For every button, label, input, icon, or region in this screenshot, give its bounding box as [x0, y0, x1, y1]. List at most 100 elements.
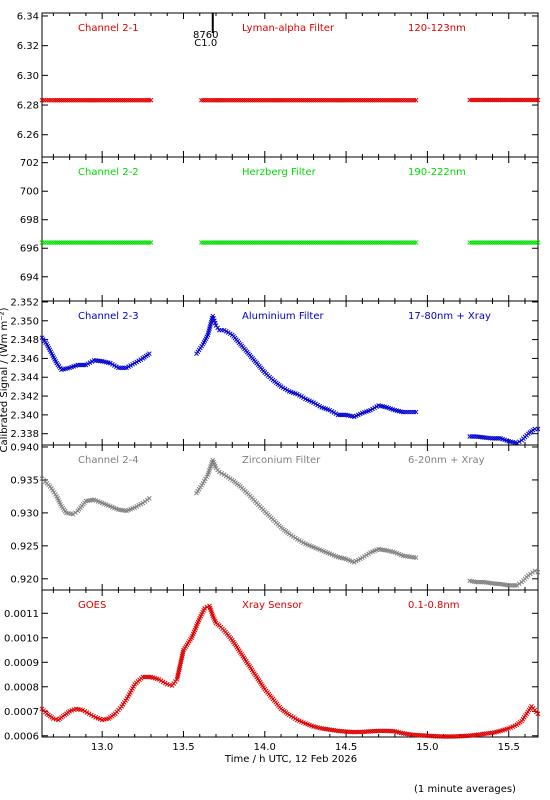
series-1: [39, 603, 541, 739]
band-label: 6-20nm + Xray: [408, 455, 485, 466]
channel-label: Channel 2-3: [78, 311, 139, 322]
data-point: [215, 325, 220, 331]
data-point: [202, 606, 207, 611]
data-point: [413, 555, 419, 561]
data-point: [535, 569, 541, 575]
y-tick-label: 0.940: [10, 442, 39, 453]
data-point: [80, 707, 86, 713]
series-3: [467, 426, 541, 446]
chart-panels: 6.26 6.28 6.30 6.32 6.34 Channel 2-1 Lyman-alp…: [4, 11, 541, 742]
y-tick-label: 2.340: [10, 410, 39, 421]
y-tick-label: 2.352: [10, 297, 39, 308]
panel-3: 2.338 2.340 2.342 2.344 2.346 2.348 2.350 2.352…: [10, 297, 541, 446]
y-tick-label: 0.0007: [4, 707, 39, 718]
series-2: [194, 457, 419, 565]
band-label: 120-123nm: [408, 23, 466, 34]
y-tick-label: 6.32: [17, 41, 39, 52]
panel-frame: [41, 300, 539, 446]
y-tick-label: 2.348: [10, 335, 39, 346]
data-point: [148, 97, 154, 103]
panel-2: 694 696 698 700 702 Channel 2-2 Herzberg Filte…: [20, 156, 541, 302]
x-tick-label: 15.0: [416, 742, 438, 753]
y-tick-label: 6.26: [17, 130, 39, 141]
y-tick-label: 698: [20, 215, 39, 226]
y-tick-label: 0.0011: [4, 609, 39, 620]
filter-label: Aluminium Filter: [242, 311, 325, 322]
y-tick-label: 2.350: [10, 316, 39, 327]
data-point: [146, 496, 152, 501]
y-tick-label: 696: [20, 244, 39, 255]
data-point: [413, 97, 419, 103]
y-tick-label: 0.0009: [4, 658, 39, 669]
y-tick-label: 694: [20, 272, 39, 283]
data-point: [532, 568, 538, 574]
x-tick-label: 13.0: [91, 742, 113, 753]
series-1: [39, 476, 152, 517]
filter-label: Herzberg Filter: [242, 167, 317, 178]
y-axis-label: Calibrated Signal / (Wm m⁻²): [0, 307, 10, 452]
y-tick-label: 702: [20, 158, 39, 169]
event-marker-label: 8760: [193, 30, 218, 41]
series-1: [39, 97, 154, 103]
data-point: [535, 711, 541, 717]
channel-label: Channel 2-1: [78, 23, 139, 34]
data-point: [91, 713, 96, 719]
filter-label: Xray Sensor: [242, 600, 303, 611]
data-point: [82, 708, 88, 714]
data-point: [72, 510, 78, 515]
channel-label: Channel 2-4: [78, 455, 139, 466]
band-label: 0.1-0.8nm: [408, 600, 460, 611]
data-point: [70, 511, 76, 517]
y-tick-label: 2.344: [10, 373, 39, 384]
data-point: [146, 351, 152, 357]
filter-label: Lyman-alpha Filter: [242, 23, 335, 34]
data-point: [88, 712, 94, 718]
panel-5: 0.0006 0.0007 0.0008 0.0009 0.0010 0.0011 GOES…: [4, 589, 541, 742]
y-tick-label: 2.342: [10, 392, 39, 403]
data-point: [213, 323, 219, 328]
data-point: [514, 440, 520, 446]
data-point: [535, 240, 541, 245]
channel-label: GOES: [78, 600, 106, 611]
data-point: [413, 409, 419, 415]
y-tick-label: 2.346: [10, 354, 39, 365]
x-axis-label: Time / h UTC, 12 Feb 2026: [224, 754, 357, 765]
filter-label: Zirconium Filter: [242, 455, 321, 466]
data-point: [219, 470, 225, 476]
series-3: [467, 568, 541, 588]
y-tick-label: 6.30: [17, 71, 39, 82]
band-label: 190-222nm: [408, 167, 466, 178]
y-tick-label: 0.920: [10, 574, 39, 585]
series-3: [467, 240, 541, 245]
x-tick-labels: 13.0 13.5 14.0 14.5 15.0 15.5: [91, 742, 520, 753]
series-2: [194, 313, 419, 420]
y-tick-label: 2.338: [10, 429, 39, 440]
data-point: [516, 439, 522, 445]
series-3: [467, 97, 541, 103]
y-tick-label: 0.935: [10, 475, 39, 486]
data-point: [535, 97, 541, 103]
series-2: [199, 97, 419, 103]
footer-note: (1 minute averages): [414, 784, 516, 795]
channel-label: Channel 2-2: [78, 167, 139, 178]
data-point: [86, 711, 92, 717]
y-tick-label: 700: [20, 187, 39, 198]
series-1: [39, 335, 152, 373]
panel-1: 6.26 6.28 6.30 6.32 6.34 Channel 2-1 Lyman-alp…: [17, 11, 541, 158]
x-tick-label: 15.5: [498, 742, 520, 753]
panel-frame: [41, 589, 539, 738]
y-tick-label: 0.930: [10, 508, 39, 519]
y-tick-label: 0.0008: [4, 682, 39, 693]
y-tick-label: 0.0006: [4, 731, 39, 742]
y-tick-label: 6.34: [17, 11, 39, 22]
y-tick-label: 0.0010: [4, 633, 39, 644]
data-point: [84, 710, 90, 715]
series-1: [39, 240, 154, 245]
data-point: [516, 581, 522, 587]
data-point: [148, 240, 154, 245]
panel-frame: [41, 12, 539, 158]
y-tick-label: 0.925: [10, 541, 39, 552]
panel-frame: [41, 156, 539, 302]
event-marker-label: C1.0: [194, 38, 217, 49]
